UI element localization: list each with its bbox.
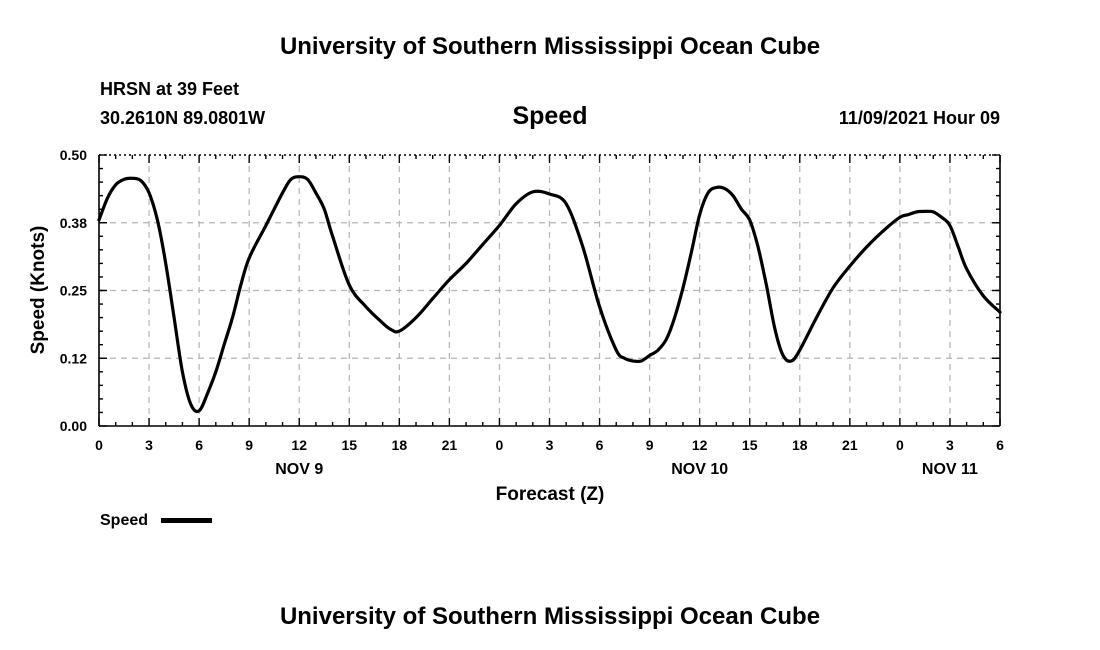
x-tick-label: 6 [596, 437, 604, 453]
x-day-label: NOV 9 [275, 461, 323, 478]
station-label: HRSN at 39 Feet [100, 79, 239, 99]
y-tick-label: 0.12 [60, 350, 87, 366]
x-tick-label: 6 [195, 437, 203, 453]
y-tick-label: 0.25 [60, 283, 87, 299]
x-tick-label: 9 [245, 437, 253, 453]
x-tick-label: 15 [742, 437, 758, 453]
x-tick-label: 0 [496, 437, 504, 453]
coordinates-label: 30.2610N 89.0801W [100, 108, 265, 128]
x-tick-label: 6 [996, 437, 1004, 453]
x-tick-label: 12 [291, 437, 307, 453]
x-tick-label: 15 [341, 437, 357, 453]
forecast-datetime: 11/09/2021 Hour 09 [839, 108, 1000, 128]
x-tick-label: 21 [442, 437, 458, 453]
y-axis-label: Speed (Knots) [28, 226, 49, 355]
y-tick-label: 0.38 [60, 215, 87, 231]
x-tick-label: 3 [145, 437, 153, 453]
axes: 0 3 6 9 12 15 18 21 0 3 6 9 12 15 18 21 0 3 6 NOV 9 NOV 10 NO… [60, 147, 1004, 478]
page-title: University of Southern Mississippi Ocean… [280, 33, 820, 60]
x-day-label: NOV 10 [671, 461, 728, 478]
chart-title: Speed [512, 102, 587, 130]
footer-title: University of Southern Mississippi Ocean… [280, 603, 820, 630]
y-tick-label: 0.00 [60, 418, 87, 434]
x-tick-label: 0 [95, 437, 103, 453]
grid [99, 155, 1000, 426]
x-tick-label: 3 [546, 437, 554, 453]
legend: Speed [100, 512, 212, 529]
series-line-speed [97, 175, 1002, 414]
x-tick-label: 0 [896, 437, 904, 453]
series-layer [97, 175, 1002, 414]
x-tick-label: 9 [646, 437, 654, 453]
x-tick-label: 21 [842, 437, 858, 453]
x-tick-label: 18 [792, 437, 808, 453]
x-day-label: NOV 11 [922, 461, 978, 478]
x-axis-label: Forecast (Z) [496, 484, 605, 505]
x-tick-label: 18 [392, 437, 408, 453]
y-tick-label: 0.50 [60, 147, 87, 163]
x-tick-label: 3 [946, 437, 954, 453]
x-tick-label: 12 [692, 437, 708, 453]
legend-label: Speed [100, 512, 148, 529]
